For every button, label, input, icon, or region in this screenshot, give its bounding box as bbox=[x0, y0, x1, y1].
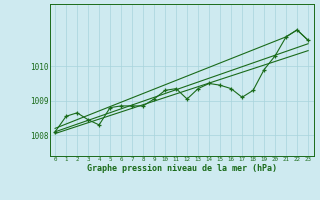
X-axis label: Graphe pression niveau de la mer (hPa): Graphe pression niveau de la mer (hPa) bbox=[87, 164, 276, 173]
